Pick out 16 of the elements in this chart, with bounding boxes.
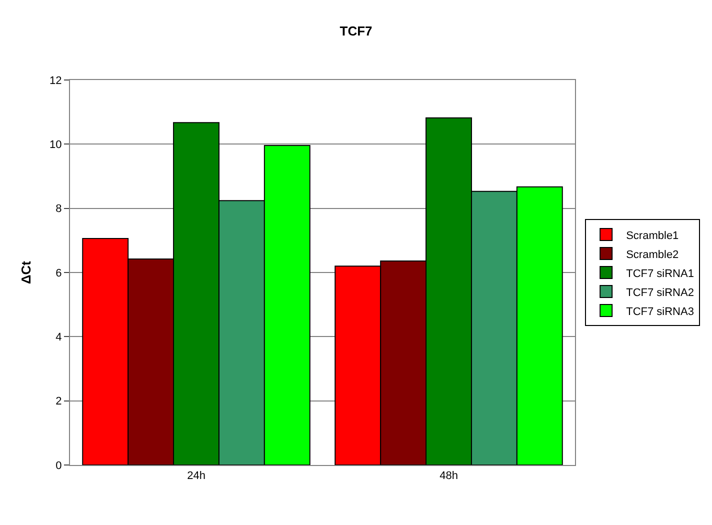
y-tick-label: 12 <box>50 74 62 87</box>
legend-label: Scramble1 <box>626 230 679 242</box>
legend-label: TCF7 siRNA3 <box>626 306 694 318</box>
legend-label: TCF7 siRNA1 <box>626 268 694 280</box>
x-tick-label: 24h <box>187 470 206 482</box>
y-tick-label: 6 <box>56 267 62 280</box>
y-tick-label: 8 <box>56 203 62 216</box>
x-tick-label: 48h <box>440 470 458 482</box>
legend-label: Scramble2 <box>626 248 679 261</box>
y-tick-label: 10 <box>50 139 62 152</box>
y-tick-label: 0 <box>56 460 62 472</box>
legend-label: TCF7 siRNA2 <box>626 286 694 299</box>
chart-title: TCF7 <box>340 23 372 38</box>
y-tick-label: 2 <box>56 396 62 408</box>
y-axis-title: ΔCt <box>18 260 34 284</box>
y-tick-label: 4 <box>56 332 62 344</box>
